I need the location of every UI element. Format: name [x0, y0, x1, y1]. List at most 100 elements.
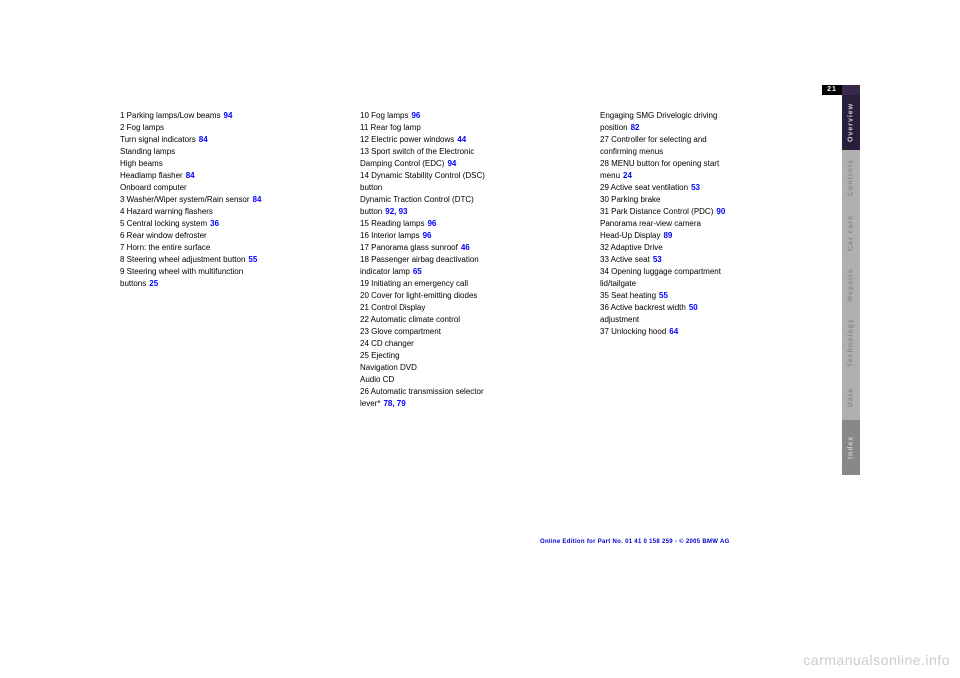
- page-ref-link[interactable]: 65: [413, 266, 422, 278]
- index-entry: 4 Hazard warning flashers: [120, 206, 340, 218]
- index-entry: 20 Cover for light-emitting diodes: [360, 290, 580, 302]
- page-ref-link[interactable]: 96: [423, 230, 432, 242]
- page-ref-link[interactable]: 84: [253, 194, 262, 206]
- index-entry: 18 Passenger airbag deactivation: [360, 254, 580, 266]
- index-entry: 29 Active seat ventilation53: [600, 182, 820, 194]
- entry-text: Turn signal indicators: [120, 134, 196, 146]
- entry-text: 25 Ejecting: [360, 350, 400, 362]
- entry-text: 8 Steering wheel adjustment button: [120, 254, 245, 266]
- entry-text: button: [360, 182, 382, 194]
- page-corner: [842, 85, 860, 95]
- entry-text: 21 Control Display: [360, 302, 425, 314]
- page-ref-link[interactable]: 89: [663, 230, 672, 242]
- entry-text: 30 Parking brake: [600, 194, 660, 206]
- page-ref-link[interactable]: 92, 93: [385, 206, 407, 218]
- tab-index[interactable]: Index: [842, 420, 860, 475]
- index-entry: Dynamic Traction Control (DTC): [360, 194, 580, 206]
- index-entry: 33 Active seat53: [600, 254, 820, 266]
- entry-text: 37 Unlocking hood: [600, 326, 666, 338]
- index-entry: Engaging SMG Drivelogic driving: [600, 110, 820, 122]
- index-entry: 34 Opening luggage compartment: [600, 266, 820, 278]
- page-ref-link[interactable]: 94: [447, 158, 456, 170]
- index-entry: 13 Sport switch of the Electronic: [360, 146, 580, 158]
- index-entry: 21 Control Display: [360, 302, 580, 314]
- tab-repairs[interactable]: Repairs: [842, 260, 860, 310]
- index-entry: Onboard computer: [120, 182, 340, 194]
- page-ref-link[interactable]: 84: [186, 170, 195, 182]
- index-entry: 16 Interior lamps96: [360, 230, 580, 242]
- entry-text: position: [600, 122, 628, 134]
- index-entry: 7 Horn: the entire surface: [120, 242, 340, 254]
- page-ref-link[interactable]: 78, 79: [383, 398, 405, 410]
- index-entry: indicator lamp65: [360, 266, 580, 278]
- entry-text: lever*: [360, 398, 380, 410]
- page-number: 21: [822, 85, 842, 95]
- page-ref-link[interactable]: 55: [659, 290, 668, 302]
- entry-text: 19 Initiating an emergency call: [360, 278, 468, 290]
- index-entry: 17 Panorama glass sunroof46: [360, 242, 580, 254]
- index-entry: menu24: [600, 170, 820, 182]
- entry-text: Onboard computer: [120, 182, 187, 194]
- index-entry: 5 Central locking system36: [120, 218, 340, 230]
- page-ref-link[interactable]: 55: [248, 254, 257, 266]
- entry-text: 32 Adaptive Drive: [600, 242, 663, 254]
- index-entry: 32 Adaptive Drive: [600, 242, 820, 254]
- tab-overview[interactable]: Overview: [842, 95, 860, 150]
- page-ref-link[interactable]: 24: [623, 170, 632, 182]
- index-entry: 26 Automatic transmission selector: [360, 386, 580, 398]
- page-ref-link[interactable]: 94: [224, 110, 233, 122]
- tab-data[interactable]: Data: [842, 375, 860, 420]
- page-ref-link[interactable]: 96: [411, 110, 420, 122]
- page-ref-link[interactable]: 36: [210, 218, 219, 230]
- page-ref-link[interactable]: 84: [199, 134, 208, 146]
- entry-text: 11 Rear fog lamp: [360, 122, 421, 134]
- page-ref-link[interactable]: 96: [427, 218, 436, 230]
- entry-text: indicator lamp: [360, 266, 410, 278]
- column-3: Engaging SMG Drivelogic drivingposition8…: [600, 110, 820, 338]
- index-entry: confirming menus: [600, 146, 820, 158]
- tab-carcare[interactable]: Car care: [842, 205, 860, 260]
- index-entry: 35 Seat heating55: [600, 290, 820, 302]
- index-entry: 28 MENU button for opening start: [600, 158, 820, 170]
- entry-text: buttons: [120, 278, 146, 290]
- entry-text: 2 Fog lamps: [120, 122, 164, 134]
- page-ref-link[interactable]: 53: [691, 182, 700, 194]
- index-entry: 12 Electric power windows44: [360, 134, 580, 146]
- entry-text: 9 Steering wheel with multifunction: [120, 266, 243, 278]
- index-entry: 3 Washer/Wiper system/Rain sensor84: [120, 194, 340, 206]
- index-entry: adjustment: [600, 314, 820, 326]
- page-ref-link[interactable]: 25: [149, 278, 158, 290]
- index-entry: High beams: [120, 158, 340, 170]
- entry-text: Head-Up Display: [600, 230, 660, 242]
- entry-text: Standing lamps: [120, 146, 175, 158]
- page-ref-link[interactable]: 82: [631, 122, 640, 134]
- footer-note: Online Edition for Part No. 01 41 0 158 …: [540, 539, 730, 545]
- index-entry: 24 CD changer: [360, 338, 580, 350]
- entry-text: 35 Seat heating: [600, 290, 656, 302]
- page-ref-link[interactable]: 50: [689, 302, 698, 314]
- page-ref-link[interactable]: 90: [716, 206, 725, 218]
- entry-text: 22 Automatic climate control: [360, 314, 460, 326]
- entry-text: 5 Central locking system: [120, 218, 207, 230]
- entry-text: 15 Reading lamps: [360, 218, 424, 230]
- watermark: carmanualsonline.info: [803, 652, 950, 668]
- index-entry: 1 Parking lamps/Low beams94: [120, 110, 340, 122]
- index-entry: buttons25: [120, 278, 340, 290]
- page-ref-link[interactable]: 46: [461, 242, 470, 254]
- page-ref-link[interactable]: 53: [653, 254, 662, 266]
- entry-text: 29 Active seat ventilation: [600, 182, 688, 194]
- index-entry: 9 Steering wheel with multifunction: [120, 266, 340, 278]
- tab-technology[interactable]: Technology: [842, 310, 860, 375]
- entry-text: Panorama rear-view camera: [600, 218, 701, 230]
- entry-text: High beams: [120, 158, 163, 170]
- entry-text: Damping Control (EDC): [360, 158, 444, 170]
- page-ref-link[interactable]: 44: [457, 134, 466, 146]
- page-ref-link[interactable]: 64: [669, 326, 678, 338]
- index-entry: 19 Initiating an emergency call: [360, 278, 580, 290]
- page-container: 21 Overview Controls Car care Repairs Te…: [80, 80, 880, 620]
- entry-text: 27 Controller for selecting and: [600, 134, 707, 146]
- entry-text: 18 Passenger airbag deactivation: [360, 254, 479, 266]
- tab-controls[interactable]: Controls: [842, 150, 860, 205]
- entry-text: 28 MENU button for opening start: [600, 158, 719, 170]
- index-entry: lid/tailgate: [600, 278, 820, 290]
